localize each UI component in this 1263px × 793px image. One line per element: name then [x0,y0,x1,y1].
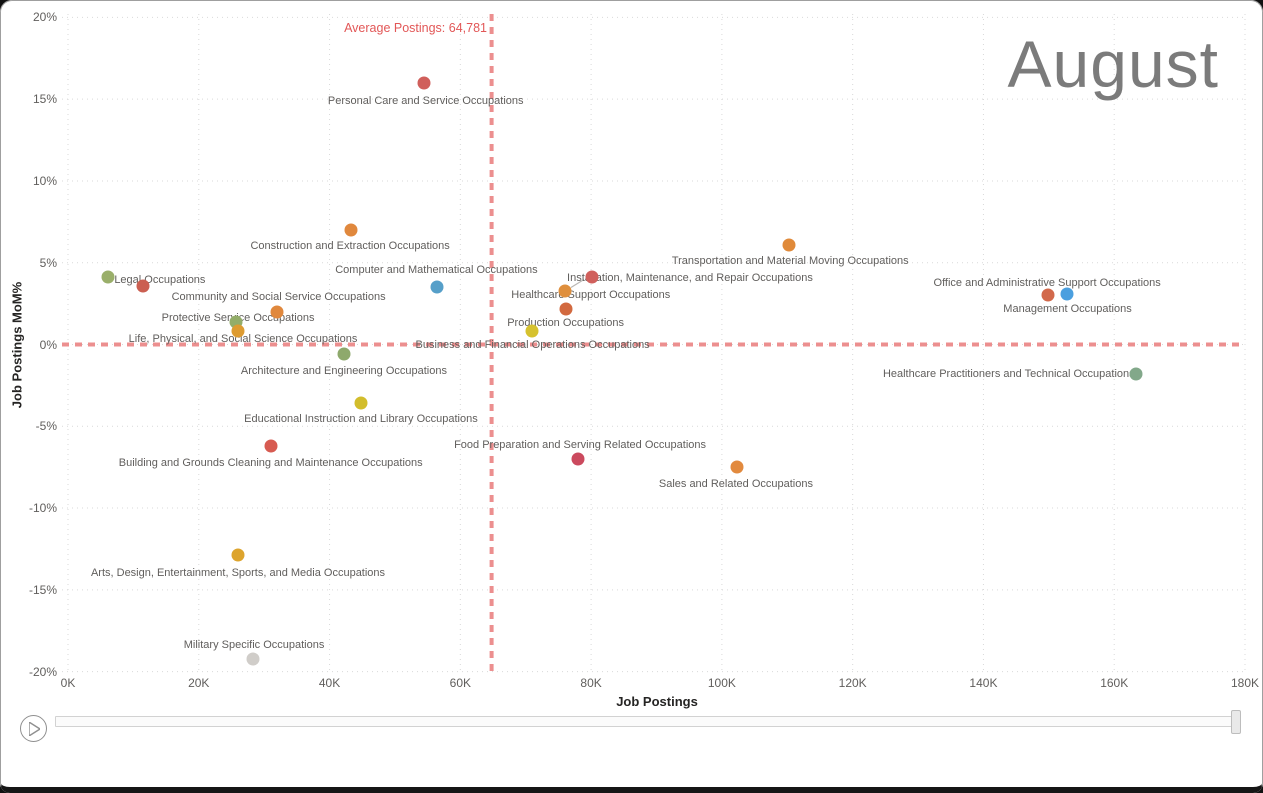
data-point-label: Healthcare Practitioners and Technical O… [882,367,1135,380]
x-tick-label: 40K [318,676,341,690]
data-point-label: Building and Grounds Cleaning and Mainte… [118,456,423,469]
data-point-label: Sales and Related Occupations [658,478,813,491]
x-tick-label: 100K [707,676,736,690]
data-point[interactable] [417,76,431,90]
data-point[interactable] [354,396,368,410]
data-point-label: Life, Physical, and Social Science Occup… [128,333,358,346]
x-axis-title: Job Postings [616,694,698,709]
x-tick-label: 180K [1230,676,1260,690]
data-point[interactable] [101,270,115,284]
timeline-slider-handle[interactable] [1231,710,1241,734]
data-point[interactable] [1041,288,1055,302]
data-point-label: Food Preparation and Serving Related Occ… [454,438,706,451]
data-point[interactable] [571,452,585,466]
y-axis-title: Job Postings MoM% [9,281,25,409]
data-point[interactable] [730,460,744,474]
play-axis [0,706,1263,756]
data-point[interactable] [1129,367,1143,381]
data-point-label: Installation, Maintenance, and Repair Oc… [567,271,813,284]
data-point[interactable] [246,652,260,666]
y-tick-label: -5% [35,419,57,434]
data-point-label: Community and Social Service Occupations [171,290,386,303]
x-tick-label: 140K [969,676,998,690]
data-point-label: Legal Occupations [114,274,206,287]
data-point-label: Educational Instruction and Library Occu… [244,413,478,426]
y-tick-label: -15% [28,582,57,597]
data-point-label: Production Occupations [507,316,625,329]
data-point[interactable] [270,305,284,319]
x-tick-label: 0K [60,676,76,690]
data-point[interactable] [525,324,539,338]
data-point-label: Architecture and Engineering Occupations [240,365,447,378]
average-postings-annotation: Average Postings: 64,781 [344,21,487,35]
data-point-label: Office and Administrative Support Occupa… [933,276,1161,289]
y-tick-label: 5% [39,255,57,270]
y-tick-label: 0% [39,337,57,352]
play-icon [29,722,40,736]
data-point-label: Healthcare Support Occupations [511,289,671,302]
data-point[interactable] [231,548,245,562]
x-tick-label: 120K [838,676,867,690]
data-point[interactable] [558,284,572,298]
timeline-slider-track[interactable] [55,716,1240,727]
x-tick-label: 60K [449,676,471,690]
y-tick-label: -10% [28,501,57,516]
page-title: August [1007,27,1219,101]
data-point-label: Management Occupations [1003,303,1132,316]
data-point[interactable] [1060,287,1074,301]
y-tick-label: 20% [32,10,57,25]
label-leader-line [570,279,585,289]
data-point-label: Transportation and Material Moving Occup… [671,254,909,267]
data-point[interactable] [231,324,245,338]
data-point[interactable] [136,279,150,293]
x-tick-label: 20K [188,676,210,690]
data-point-label: Business and Financial Operations Occupa… [415,339,650,352]
data-point-label: Military Specific Occupations [183,638,325,651]
data-point[interactable] [782,238,796,252]
data-point-label: Personal Care and Service Occupations [327,94,524,107]
y-tick-label: 10% [32,173,57,188]
data-point[interactable] [344,223,358,237]
data-point[interactable] [337,347,351,361]
x-tick-label: 80K [580,676,602,690]
data-point-label: Computer and Mathematical Occupations [335,264,538,277]
data-point-label: Construction and Extraction Occupations [250,240,450,252]
data-point[interactable] [264,439,278,453]
x-tick-label: 160K [1100,676,1129,690]
y-tick-label: 15% [32,92,57,107]
data-point-label: Arts, Design, Entertainment, Sports, and… [90,567,386,580]
y-tick-label: -20% [28,664,57,679]
data-point[interactable] [430,280,444,294]
play-button[interactable] [20,715,47,742]
data-point[interactable] [559,302,573,316]
data-point[interactable] [229,315,243,329]
data-point[interactable] [585,270,599,284]
